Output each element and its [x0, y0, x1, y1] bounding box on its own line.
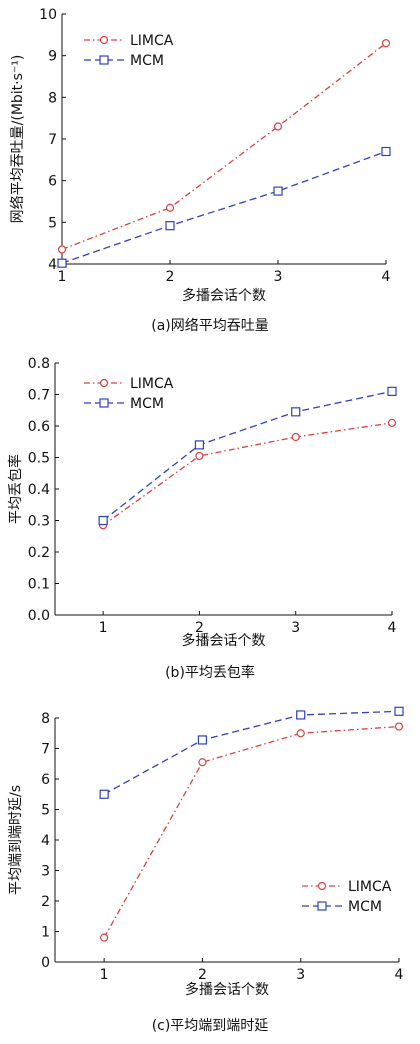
- y-tick-label: 0.6: [28, 419, 50, 435]
- data-point-limca: [100, 933, 109, 942]
- y-tick-label: 0.2: [28, 545, 50, 561]
- y-axis-label: 网络平均吞吐量/(Mbit·s⁻¹): [10, 55, 26, 224]
- y-tick-label: 8: [48, 90, 57, 106]
- y-tick-label: 1: [41, 925, 50, 941]
- data-point-limca: [394, 722, 404, 731]
- x-tick-label: 2: [198, 967, 207, 983]
- x-tick-label: 3: [296, 967, 305, 983]
- x-tick-label: 3: [274, 269, 283, 285]
- legend-label-mcm: MCM: [348, 899, 382, 915]
- y-tick-label: 5: [41, 803, 50, 819]
- legend-label-limca: LIMCA: [130, 33, 174, 49]
- series-line-mcm: [61, 150, 387, 264]
- y-tick-label: 7: [48, 132, 57, 148]
- x-tick-label: 1: [58, 269, 67, 285]
- x-axis-label: 多播会话个数: [182, 287, 266, 304]
- x-tick-label: 2: [166, 269, 175, 285]
- data-point-limca: [296, 729, 305, 738]
- chart-panel-c: 0 1 2 3 4 5 6 7 8 1 2 3 4 LIMCA MCM 多播会话个数 平均端到端时延/s (c)平…: [8, 706, 404, 1034]
- data-point-limca: [273, 122, 283, 131]
- data-point-mcm: [273, 186, 283, 196]
- chart-panel-b: 0.0 0.1 0.2 0.3 0.4 0.5 0.6 0.7 0.8 1 2 3 4 LIMCA MCM 多…: [7, 356, 397, 681]
- legend-label-limca: LIMCA: [348, 879, 392, 895]
- series-line-limca: [102, 422, 393, 526]
- legend-marker-mcm: [99, 398, 109, 408]
- series-line-limca: [61, 42, 387, 251]
- legend-label-limca: LIMCA: [130, 376, 174, 392]
- legend-marker-limca: [99, 378, 109, 388]
- data-point-mcm: [165, 221, 175, 231]
- y-tick-label: 0.7: [28, 388, 50, 404]
- data-point-mcm: [296, 710, 306, 720]
- x-axis-label: 多播会话个数: [182, 632, 266, 649]
- x-axis-label: 多播会话个数: [185, 981, 269, 998]
- series-line-mcm: [103, 710, 400, 795]
- y-tick-label: 0.5: [28, 451, 50, 467]
- legend-marker-mcm: [317, 901, 327, 911]
- x-tick-label: 4: [395, 967, 404, 983]
- data-point-limca: [195, 451, 204, 461]
- y-tick-label: 8: [41, 711, 50, 727]
- data-point-limca: [165, 203, 175, 212]
- y-tick-label: 2: [41, 894, 50, 910]
- figure-caption: (b)平均丢包率: [165, 664, 255, 681]
- x-tick-label: 1: [100, 967, 109, 983]
- data-point-mcm: [291, 407, 301, 417]
- y-tick-label: 6: [41, 772, 50, 788]
- data-point-mcm: [57, 258, 67, 268]
- figure-caption: (c)平均端到端时延: [152, 1018, 269, 1034]
- y-tick-label: 0.8: [28, 356, 50, 372]
- y-tick-label: 9: [48, 49, 57, 65]
- data-point-mcm: [98, 515, 108, 526]
- data-point-limca: [381, 39, 391, 48]
- legend-marker-limca: [99, 35, 109, 45]
- data-point-limca: [57, 245, 67, 254]
- series-line-mcm: [102, 390, 393, 522]
- y-tick-label: 4: [41, 833, 50, 849]
- y-axis-label: 平均端到端时延/s: [8, 785, 24, 895]
- data-point-limca: [291, 432, 300, 442]
- data-point-mcm: [99, 789, 109, 799]
- y-tick-label: 6: [48, 174, 57, 190]
- series-line-limca: [103, 725, 400, 938]
- data-point-limca: [387, 418, 397, 427]
- y-tick-label: 0.0: [28, 608, 50, 624]
- x-tick-label: 4: [388, 620, 397, 636]
- data-point-mcm: [194, 440, 205, 450]
- data-point-mcm: [197, 735, 208, 745]
- data-point-mcm: [387, 386, 397, 396]
- chart-panel-a: 4 5 6 7 8 9 10 1 2 3 4 LIMCA MCM 多播会话个数 网络平均吞吐量/(Mbit·…: [10, 7, 391, 334]
- y-tick-label: 4: [48, 257, 57, 273]
- legend-label-mcm: MCM: [130, 396, 164, 412]
- data-point-limca: [198, 758, 207, 767]
- y-tick-label: 5: [48, 215, 57, 231]
- x-tick-label: 4: [382, 269, 391, 285]
- legend-marker-mcm: [99, 55, 109, 65]
- y-axis-label: 平均丢包率: [7, 454, 24, 524]
- y-tick-label: 0.4: [28, 482, 50, 498]
- data-point-mcm: [394, 706, 404, 716]
- y-tick-label: 3: [41, 864, 50, 880]
- x-tick-label: 3: [291, 620, 300, 636]
- y-tick-label: 10: [39, 7, 57, 23]
- legend-label-mcm: MCM: [130, 53, 164, 69]
- legend-marker-limca: [317, 881, 327, 891]
- y-tick-label: 7: [41, 742, 50, 758]
- y-tick-label: 0.1: [28, 577, 50, 593]
- data-point-mcm: [381, 146, 391, 157]
- y-tick-label: 0: [41, 955, 50, 971]
- x-tick-label: 1: [99, 620, 108, 636]
- y-tick-label: 0.3: [28, 514, 50, 530]
- x-tick-label: 2: [195, 620, 204, 636]
- figure-caption: (a)网络平均吞吐量: [151, 318, 269, 334]
